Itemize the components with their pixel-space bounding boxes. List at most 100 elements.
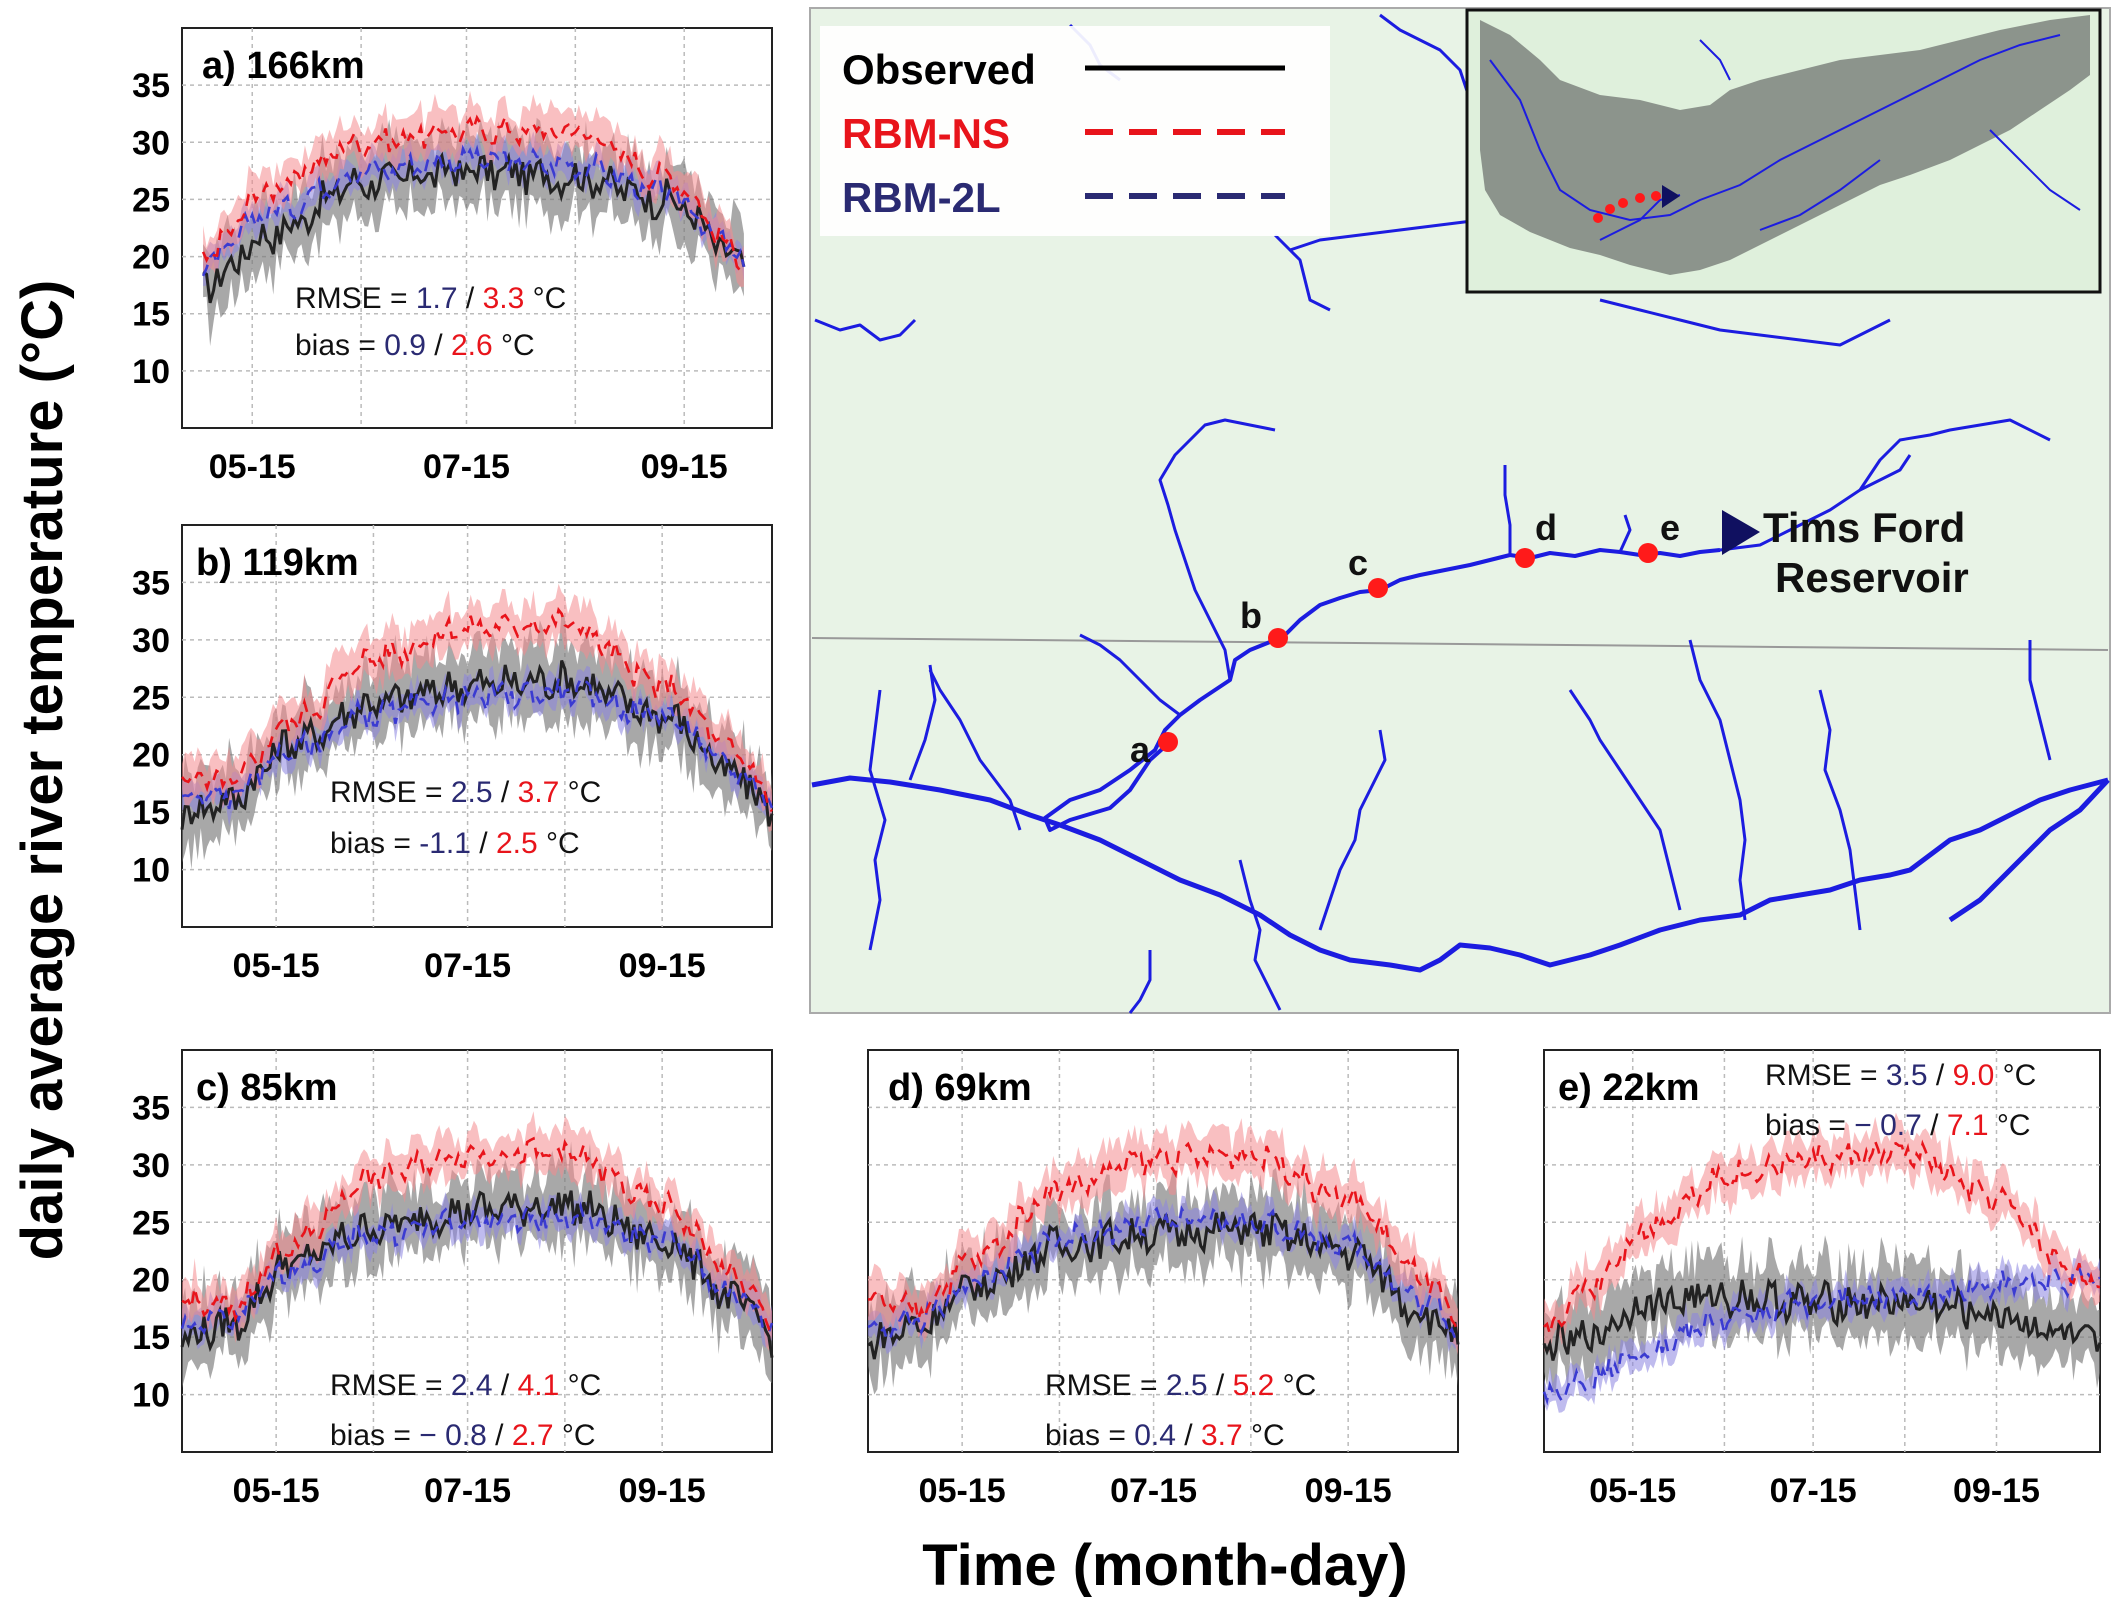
rmse-text-d: RMSE = 2.5 / 5.2 °C — [1045, 1369, 1316, 1402]
lines-a — [201, 112, 746, 304]
reservoir-label-line2: Reservoir — [1775, 554, 1969, 601]
band-rbm-2l-d — [868, 1189, 1458, 1355]
panel-title-c: c) 85km — [196, 1067, 338, 1109]
band-rbm-ns-e — [1544, 1112, 2100, 1354]
lines-b — [180, 606, 774, 830]
panel-title-b: b) 119km — [196, 542, 359, 584]
x-tick-label-c: 09-15 — [619, 1472, 706, 1510]
legend-label-observed: Observed — [842, 46, 1036, 93]
x-tick-label-d: 07-15 — [1110, 1472, 1197, 1510]
x-tick-label-c: 07-15 — [424, 1472, 511, 1510]
y-tick-label-c: 30 — [132, 1147, 170, 1185]
site-label-b: b — [1240, 595, 1262, 636]
site-marker-c — [1368, 578, 1388, 598]
series-line-rbm-ns-b — [181, 606, 773, 813]
x-tick-label-e: 05-15 — [1589, 1472, 1676, 1510]
x-tick-label-a: 05-15 — [209, 448, 296, 486]
panel-title-a: a) 166km — [202, 45, 365, 87]
lines-d — [867, 1141, 1460, 1360]
y-tick-label-c: 15 — [132, 1319, 170, 1357]
rmse-text-a: RMSE = 1.7 / 3.3 °C — [295, 282, 566, 315]
y-tick-label-a: 30 — [132, 124, 170, 162]
bias-text-b: bias = -1.1 / 2.5 °C — [330, 827, 580, 860]
series-line-rbm-2l-c — [180, 1201, 774, 1336]
y-tick-label-a: 25 — [132, 181, 170, 219]
reservoir-label-line1: Tims Ford — [1763, 504, 1965, 551]
inset-reservoir-icon — [1662, 185, 1680, 208]
panel-d: 05-15 07-15 09-15 d) 69km RMSE = 2.5 / 5.2 °… — [867, 1049, 1460, 1510]
site-marker-b — [1268, 628, 1288, 648]
y-tick-label-c: 10 — [132, 1377, 170, 1415]
panel-b: 05-15 07-15 09-15 10 15 20 25 30 35 b) 119km RMSE … — [132, 524, 774, 985]
site-marker-d — [1515, 548, 1535, 568]
rmse-text-b: RMSE = 2.5 / 3.7 °C — [330, 776, 601, 809]
series-line-rbm-2l-d — [867, 1205, 1460, 1341]
series-line-observed-e — [1542, 1277, 2102, 1361]
inset-map — [1465, 8, 2102, 294]
band-rbm-ns-b — [182, 583, 772, 833]
y-tick-label-a: 35 — [132, 67, 170, 105]
panel-title-e: e) 22km — [1558, 1067, 1700, 1109]
x-tick-label-d: 05-15 — [919, 1472, 1006, 1510]
y-tick-label-b: 10 — [132, 852, 170, 890]
y-tick-label-a: 20 — [132, 239, 170, 277]
river-map: a b c d e Tims Ford Reservoir Observed RBM-N… — [809, 7, 2111, 1014]
lines-e — [1542, 1136, 2102, 1406]
site-marker-e — [1638, 543, 1658, 563]
y-tick-label-b: 15 — [132, 794, 170, 832]
series-line-observed-a — [202, 151, 746, 304]
map-grid-lines — [811, 637, 2109, 651]
bands-e — [1544, 1112, 2100, 1413]
site-label-e: e — [1660, 507, 1680, 548]
series-line-rbm-ns-d — [867, 1141, 1460, 1334]
bias-text-d: bias = 0.4 / 3.7 °C — [1045, 1419, 1285, 1452]
x-tick-label-a: 07-15 — [423, 448, 510, 486]
y-tick-label-c: 20 — [132, 1262, 170, 1300]
inset-basin — [1480, 15, 2090, 275]
legend-label-rbm-ns: RBM-NS — [842, 110, 1010, 157]
y-tick-label-b: 30 — [132, 622, 170, 660]
legend: Observed RBM-NS RBM-2L — [820, 26, 1330, 236]
x-tick-label-e: 09-15 — [1953, 1472, 2040, 1510]
site-label-c: c — [1348, 542, 1368, 583]
series-line-rbm-ns-e — [1543, 1136, 2101, 1339]
y-tick-label-a: 15 — [132, 296, 170, 334]
panel-c: 05-15 07-15 09-15 10 15 20 25 30 35 c) 85km RMSE =… — [132, 1049, 774, 1510]
figure-ylabel: daily average river temperature (°C) — [10, 280, 75, 1261]
series-line-rbm-2l-a — [201, 144, 746, 277]
site-label-a: a — [1130, 729, 1151, 770]
y-tick-label-c: 25 — [132, 1204, 170, 1242]
band-rbm-ns-c — [182, 1111, 772, 1351]
figure-xlabel: Time (month-day) — [922, 1533, 1408, 1598]
x-tick-label-a: 09-15 — [641, 448, 728, 486]
site-label-d: d — [1535, 507, 1557, 548]
y-tick-label-b: 25 — [132, 679, 170, 717]
chart-panels: 05-15 07-15 09-15 10 15 20 25 30 35 a) 166km RMSE … — [132, 27, 2102, 1510]
inset-sites — [1593, 191, 1661, 223]
x-tick-label-b: 09-15 — [619, 947, 706, 985]
x-tick-label-b: 07-15 — [424, 947, 511, 985]
y-tick-label-c: 35 — [132, 1089, 170, 1127]
x-tick-label-c: 05-15 — [233, 1472, 320, 1510]
band-rbm-2l-e — [1544, 1248, 2100, 1413]
x-tick-label-e: 07-15 — [1770, 1472, 1857, 1510]
panel-a: 05-15 07-15 09-15 10 15 20 25 30 35 a) 166km RMSE … — [132, 27, 773, 486]
x-tick-label-b: 05-15 — [233, 947, 320, 985]
site-markers: a b c d e — [1130, 507, 1680, 770]
rmse-text-e: RMSE = 3.5 / 9.0 °C — [1765, 1059, 2036, 1092]
series-line-rbm-2l-e — [1542, 1266, 2101, 1406]
x-tick-label-d: 09-15 — [1305, 1472, 1392, 1510]
y-tick-label-b: 20 — [132, 737, 170, 775]
site-marker-a — [1158, 732, 1178, 752]
band-rbm-ns-a — [203, 90, 744, 287]
band-rbm-ns-d — [868, 1118, 1458, 1355]
y-tick-label-b: 35 — [132, 564, 170, 602]
rmse-text-c: RMSE = 2.4 / 4.1 °C — [330, 1369, 601, 1402]
reservoir-marker-icon — [1722, 510, 1760, 555]
river-network — [811, 13, 2110, 1014]
panel-title-d: d) 69km — [888, 1067, 1032, 1109]
bias-text-c: bias = − 0.8 / 2.7 °C — [330, 1419, 596, 1452]
series-line-observed-d — [867, 1211, 1460, 1360]
lines-c — [180, 1136, 774, 1358]
